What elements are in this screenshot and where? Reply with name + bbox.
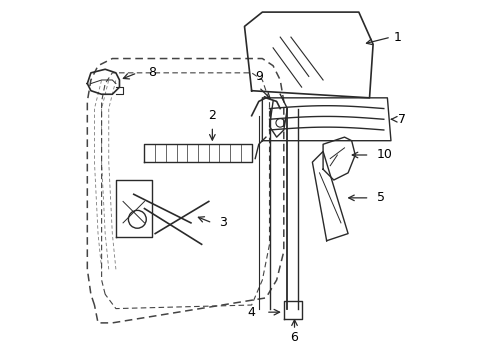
- Text: 5: 5: [376, 192, 384, 204]
- Text: 6: 6: [290, 331, 298, 344]
- Text: 4: 4: [247, 306, 255, 319]
- Text: 10: 10: [376, 148, 392, 162]
- Text: 2: 2: [208, 109, 216, 122]
- Text: 8: 8: [148, 66, 156, 79]
- Text: 3: 3: [219, 216, 227, 229]
- Text: 9: 9: [254, 70, 262, 83]
- Text: 7: 7: [397, 113, 405, 126]
- Text: 1: 1: [393, 31, 401, 44]
